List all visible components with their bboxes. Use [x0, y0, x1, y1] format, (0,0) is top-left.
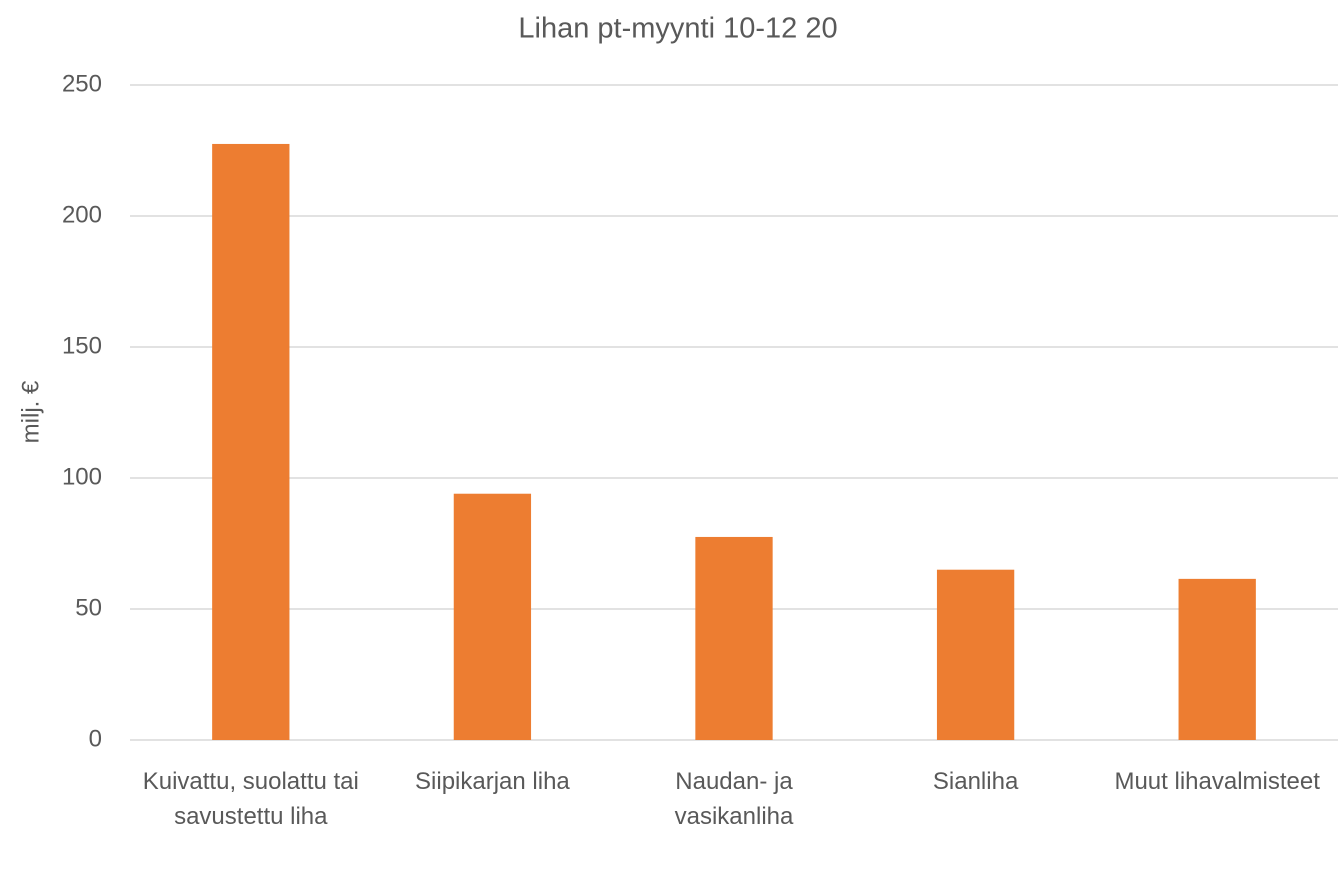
x-tick-label: Naudan- ja vasikanliha — [674, 768, 794, 830]
bar — [695, 536, 773, 740]
chart-title: Lihan pt-myynti 10-12 20 — [518, 13, 837, 45]
y-axis-label: milj. € — [17, 380, 44, 443]
y-tick-label: 200 — [62, 201, 102, 228]
y-tick-label: 100 — [62, 463, 102, 490]
x-tick-label: Sianliha — [932, 768, 1019, 795]
x-tick-label: Siipikarjan liha — [415, 768, 570, 795]
x-tick-label: Muut lihavalmisteet — [1114, 768, 1320, 795]
bar — [453, 493, 532, 740]
bar — [936, 569, 1015, 740]
bar — [1178, 578, 1256, 740]
y-tick-label: 250 — [62, 70, 102, 97]
y-tick-label: 50 — [75, 594, 102, 621]
y-tick-label: 0 — [89, 725, 102, 752]
x-tick-label: Kuivattu, suolattu tai savustettu liha — [142, 768, 359, 830]
y-tick-label: 150 — [62, 332, 102, 359]
bar — [212, 143, 290, 740]
